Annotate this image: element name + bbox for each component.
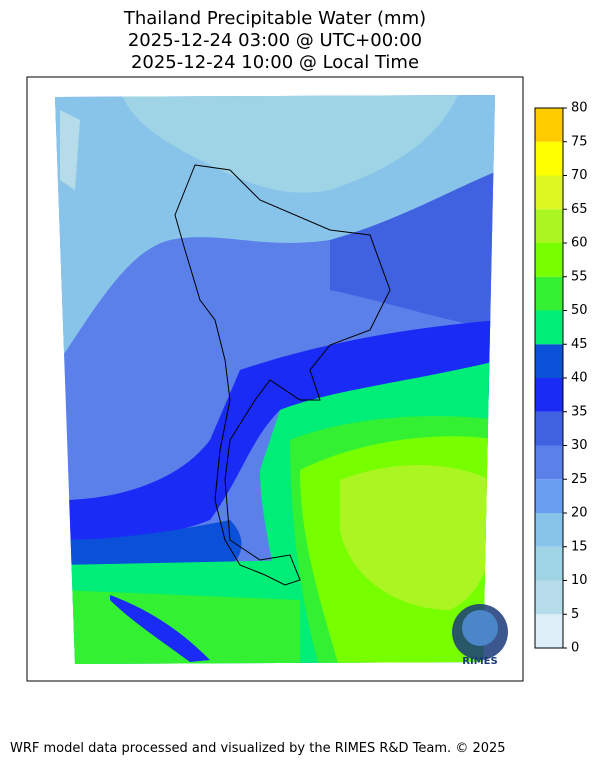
colorbar-tick-label: 70 bbox=[571, 168, 588, 183]
colorbar-tick-label: 65 bbox=[571, 202, 588, 217]
colorbar-tick-label: 20 bbox=[571, 506, 588, 521]
colorbar-tick-label: 35 bbox=[571, 404, 588, 419]
colorbar-tick-label: 15 bbox=[571, 539, 588, 554]
colorbar: 0 5 10 15 20 25 30 35 40 45 50 55 60 65 70 75 80 bbox=[535, 101, 588, 656]
colorbar-frame bbox=[534, 107, 564, 649]
title-line: 2025-12-24 10:00 @ Local Time bbox=[131, 52, 419, 73]
colorbar-bin bbox=[535, 513, 563, 547]
colorbar-tick-label: 30 bbox=[571, 438, 588, 453]
colorbar-tick-label: 75 bbox=[571, 134, 588, 149]
colorbar-tick-label: 60 bbox=[571, 236, 588, 251]
colorbar-bin bbox=[535, 580, 563, 615]
colorbar-bin bbox=[535, 614, 563, 648]
map-frame bbox=[26, 76, 524, 682]
colorbar-tick-label: 40 bbox=[571, 371, 588, 386]
logo-text: RIMES bbox=[462, 656, 497, 667]
colorbar-bin bbox=[535, 209, 563, 243]
colorbar-tick-label: 55 bbox=[571, 269, 588, 284]
colorbar-tick-label: 5 bbox=[571, 607, 579, 622]
colorbar-tick-label: 50 bbox=[571, 303, 588, 318]
title-line: Thailand Precipitable Water (mm) bbox=[123, 8, 426, 29]
colorbar-bin bbox=[535, 141, 563, 176]
colorbar-bin bbox=[535, 445, 563, 480]
colorbar-bin bbox=[535, 411, 563, 446]
footer: WRF model data processed and visualized … bbox=[10, 741, 506, 756]
colorbar-bin bbox=[535, 479, 563, 513]
map-field bbox=[55, 95, 495, 664]
colorbar-bin bbox=[535, 378, 563, 412]
colorbar-bin bbox=[535, 310, 563, 345]
title-line: 2025-12-24 03:00 @ UTC+00:00 bbox=[128, 30, 422, 51]
colorbar-bin bbox=[535, 546, 563, 581]
colorbar-bin bbox=[535, 276, 563, 311]
colorbar-bin bbox=[535, 175, 563, 210]
colorbar-bin bbox=[535, 243, 563, 277]
colorbar-tick-label: 10 bbox=[571, 573, 588, 588]
colorbar-tick-label: 45 bbox=[571, 337, 588, 352]
colorbar-tick-label: 0 bbox=[571, 641, 579, 656]
colorbar-bin bbox=[535, 344, 563, 378]
colorbar-tick-label: 25 bbox=[571, 472, 588, 487]
logo: RIMES bbox=[452, 604, 508, 667]
colorbar-bin bbox=[535, 108, 563, 142]
colorbar-tick-label: 80 bbox=[571, 101, 588, 116]
